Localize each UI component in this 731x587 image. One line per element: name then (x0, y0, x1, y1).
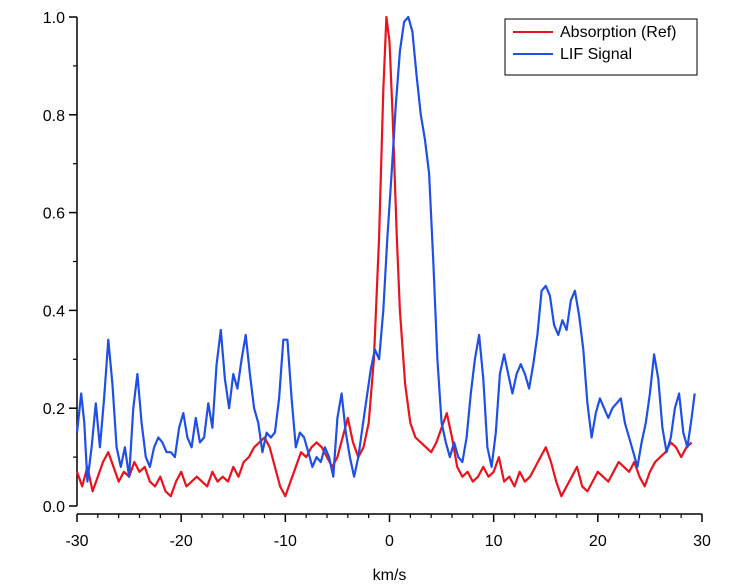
y-tick-label: 0.2 (43, 401, 65, 418)
x-tick-label: -30 (65, 533, 88, 550)
y-tick-label: 0.8 (43, 108, 65, 125)
legend-label-absorption: Absorption (Ref) (560, 24, 677, 41)
absorption-series-line (75, 15, 693, 498)
x-ticks: -30 -20 -10 0 10 20 30 (65, 514, 711, 550)
y-tick-label: 0.6 (43, 206, 65, 223)
y-tick-label: 0.0 (43, 499, 65, 516)
y-tick-label: 1.0 (43, 10, 65, 27)
plot-area (75, 15, 696, 498)
legend-box (504, 18, 698, 76)
legend: Absorption (Ref) LIF Signal (504, 18, 698, 76)
y-tick-label: 0.4 (43, 303, 65, 320)
axes: 0.0 0.2 0.4 0.6 0.8 1.0 -30 -20 -10 0 10 20 30 km/s (43, 10, 711, 584)
x-tick-label: 0 (385, 533, 394, 550)
x-tick-label: 30 (693, 533, 711, 550)
legend-label-lif-signal: LIF Signal (560, 46, 632, 63)
lif-signal-series-line (75, 15, 696, 483)
x-tick-label: -10 (274, 533, 297, 550)
x-tick-label: -20 (170, 533, 193, 550)
y-ticks: 0.0 0.2 0.4 0.6 0.8 1.0 (43, 10, 77, 516)
x-tick-label: 20 (589, 533, 607, 550)
x-axis-title: km/s (373, 567, 407, 584)
x-tick-label: 10 (485, 533, 503, 550)
